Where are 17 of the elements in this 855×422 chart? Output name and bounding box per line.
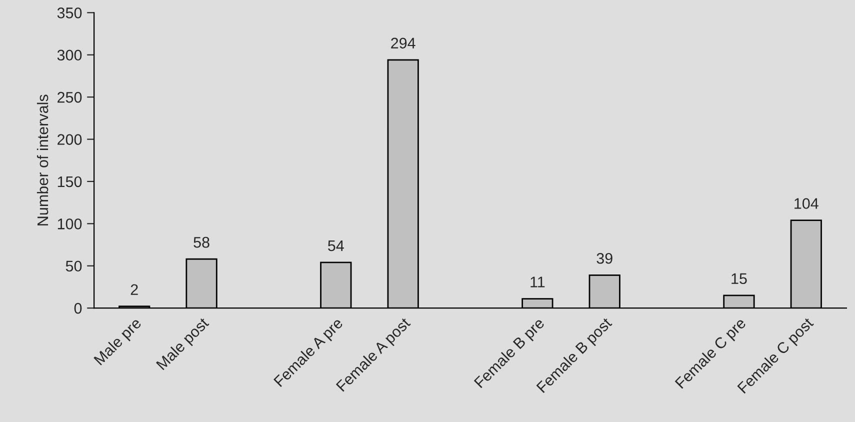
- data-label: 39: [596, 252, 612, 264]
- data-label: 2: [130, 284, 138, 295]
- y-tick-label: 200: [58, 134, 82, 145]
- y-tick-label: 250: [58, 92, 82, 103]
- data-label: 54: [328, 240, 344, 252]
- y-axis-title: Number of intervals: [36, 94, 48, 226]
- data-label: 294: [391, 38, 416, 49]
- data-label: 58: [194, 236, 210, 248]
- data-label: 11: [530, 276, 545, 288]
- y-tick-label: 100: [58, 218, 82, 230]
- y-tick-label: 300: [57, 50, 82, 61]
- data-label: 104: [794, 198, 818, 209]
- y-tick-label: 150: [58, 176, 82, 188]
- y-tick-label: 50: [66, 260, 82, 272]
- data-label: 15: [732, 273, 747, 284]
- y-tick-label: 0: [74, 302, 82, 314]
- y-tick-label: 350: [57, 8, 82, 18]
